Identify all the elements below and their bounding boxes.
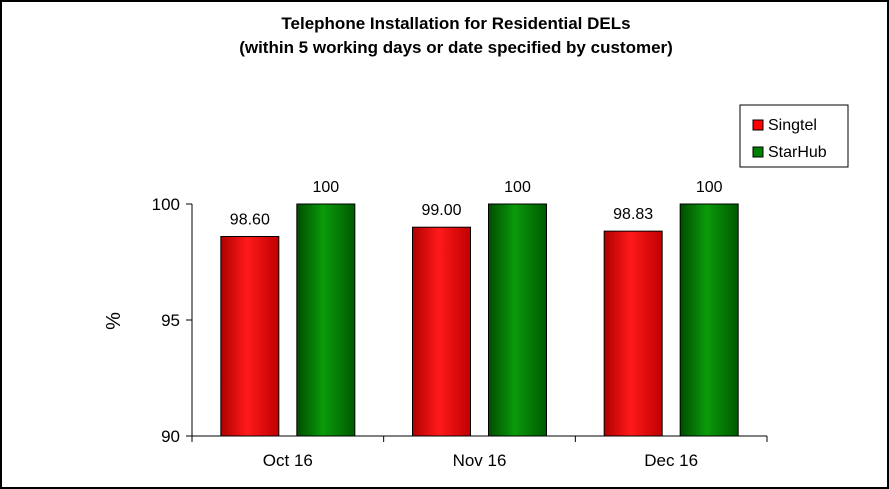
legend-swatch-starhub	[752, 146, 764, 158]
y-tick-label: 90	[161, 427, 180, 446]
data-label: 99.00	[421, 202, 461, 219]
bar-singtel-dec-16	[603, 230, 663, 437]
bar-starhub-nov-16	[488, 203, 547, 437]
data-label: 98.83	[613, 206, 653, 223]
x-tick-label: Dec 16	[644, 451, 698, 470]
legend-swatch-singtel	[752, 119, 764, 131]
data-label: 100	[696, 179, 723, 196]
y-tick-label: 95	[161, 311, 180, 330]
chart-title: Telephone Installation for Residential D…	[281, 14, 630, 33]
y-tick-label: 100	[152, 195, 180, 214]
legend: Singtel StarHub	[739, 104, 849, 168]
legend-label-singtel: Singtel	[768, 117, 817, 134]
x-tick-label: Nov 16	[453, 451, 507, 470]
bar-starhub-oct-16	[296, 203, 356, 437]
y-axis: 90 95 100	[152, 195, 193, 446]
y-axis-label: %	[103, 312, 125, 330]
chart-subtitle: (within 5 working days or date specified…	[239, 38, 673, 57]
data-label: 98.60	[230, 211, 270, 228]
x-tick-label: Oct 16	[263, 451, 313, 470]
legend-label-starhub: StarHub	[768, 144, 827, 161]
data-label: 100	[312, 179, 339, 196]
data-label: 100	[504, 179, 531, 196]
bar-singtel-oct-16	[220, 235, 280, 437]
data-labels: 98.60 100 99.00 100 98.83 100	[230, 179, 723, 228]
bar-singtel-nov-16	[412, 226, 471, 437]
x-axis: Oct 16 Nov 16 Dec 16	[191, 435, 768, 470]
bars	[220, 203, 739, 437]
bar-starhub-dec-16	[679, 203, 739, 437]
